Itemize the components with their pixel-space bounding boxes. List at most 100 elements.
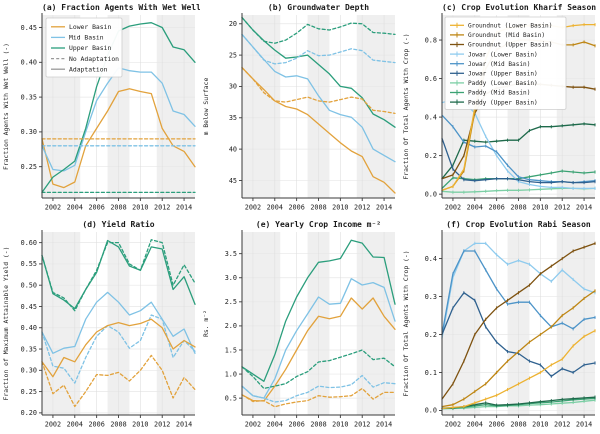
x-tick-label: 2010 bbox=[332, 204, 348, 212]
legend-box bbox=[444, 16, 567, 110]
x-tick-label: 2012 bbox=[354, 421, 370, 429]
legend-box bbox=[45, 17, 123, 78]
chart-title-a: (a) Fraction Agents With Wet Well bbox=[42, 3, 200, 12]
x-tick-label: 2014 bbox=[376, 421, 392, 429]
y-tick-label: 0.0 bbox=[425, 407, 437, 415]
series-line-lower-basin-no-adaptation- bbox=[41, 354, 196, 408]
x-tick-label: 2006 bbox=[488, 204, 504, 212]
series-line-mid-basin-adaptation- bbox=[41, 291, 196, 354]
chart-canvas-b: 2002 2004 2006 2008 2010 2012 2014 20 25 30 35 40 45… bbox=[202, 13, 396, 212]
x-tick-label: 2012 bbox=[554, 204, 570, 212]
x-tick-label: 2008 bbox=[110, 204, 126, 212]
y-tick-label: 2.0 bbox=[225, 322, 237, 330]
x-tick-label: 2006 bbox=[488, 421, 504, 429]
y-tick-label: 0.60 bbox=[21, 239, 37, 247]
y-tick-label: 0.0 bbox=[425, 190, 437, 198]
y-tick-label: 45 bbox=[229, 177, 237, 185]
x-tick-label: 2008 bbox=[510, 421, 526, 429]
y-tick-label: 0.40 bbox=[21, 59, 37, 67]
chart-title-e: (e) Yearly Crop Income m⁻² bbox=[255, 220, 382, 229]
x-tick-label: 2012 bbox=[154, 204, 170, 212]
chart-title-c: (c) Crop Evolution Kharif Season bbox=[442, 3, 597, 12]
chart-cell-e: (e) Yearly Crop Income m⁻² 2002 2004 2006 2… bbox=[200, 217, 400, 434]
series-line-lower-basin-adaptation- bbox=[41, 318, 196, 378]
y-tick-label: 3.0 bbox=[225, 274, 237, 282]
y-tick-label: 0.55 bbox=[21, 260, 37, 268]
y-tick-label: 0.4 bbox=[425, 255, 437, 263]
y-tick-label: 0.8 bbox=[425, 36, 437, 44]
chart-cell-f: (f) Crop Evolution Rabi Season 2002 2004 2… bbox=[400, 217, 600, 434]
shaded-period-band bbox=[356, 232, 395, 415]
series-line-mid-basin-adaptation- bbox=[241, 278, 396, 399]
series-line-lower-basin-no-adaptation- bbox=[241, 387, 396, 408]
series-line-upper-basin-adaptation- bbox=[241, 16, 396, 128]
y-axis-label: Rs. m⁻² bbox=[202, 310, 210, 337]
y-tick-label: 0.30 bbox=[21, 367, 37, 375]
chart-cell-a: (a) Fraction Agents With Wet Well 2002 20… bbox=[0, 0, 200, 217]
chart-cell-c: (c) Crop Evolution Kharif Season 2002 200… bbox=[400, 0, 600, 217]
legend-entry-label: No Adaptation bbox=[69, 55, 119, 63]
shaded-period-band bbox=[156, 15, 195, 198]
x-tick-label: 2014 bbox=[176, 204, 192, 212]
shaded-period-band bbox=[356, 15, 395, 198]
y-tick-label: 0.25 bbox=[21, 388, 37, 396]
chart-canvas-e: 2002 2004 2006 2008 2010 2012 2014 0.5 1.0 1.5 2.0… bbox=[202, 230, 396, 429]
y-tick-label: 25 bbox=[229, 51, 237, 59]
x-tick-label: 2010 bbox=[132, 421, 148, 429]
legend-entry-label: Groundnut (Mid Basin) bbox=[468, 32, 545, 39]
series-line-mid-basin-no-adaptation- bbox=[41, 314, 196, 384]
series-line-upper-basin-no-adaptation- bbox=[241, 16, 396, 44]
y-tick-label: 0.2 bbox=[425, 152, 437, 160]
y-tick-label: 0.45 bbox=[21, 303, 37, 311]
x-tick-label: 2004 bbox=[267, 421, 283, 429]
x-tick-label: 2014 bbox=[576, 204, 592, 212]
y-tick-label: 30 bbox=[229, 83, 237, 91]
y-tick-label: 0.3 bbox=[425, 293, 437, 301]
legend-entry-label: Groundnut (Upper Basin) bbox=[468, 42, 552, 49]
x-tick-label: 2004 bbox=[467, 204, 483, 212]
chart-canvas-c: 2002 2004 2006 2008 2010 2012 2014 0.0 0.2 0.4 0.6… bbox=[402, 13, 596, 212]
y-tick-label: 20 bbox=[229, 20, 237, 28]
shaded-period-band bbox=[242, 232, 281, 415]
x-tick-label: 2012 bbox=[354, 204, 370, 212]
x-tick-label: 2004 bbox=[467, 421, 483, 429]
shaded-period-band bbox=[242, 15, 281, 198]
y-axis-label: Fraction Of Total Agents With Crop (-) bbox=[402, 33, 410, 179]
y-tick-label: 0.2 bbox=[425, 331, 437, 339]
chart-cell-d: (d) Yield Ratio 2002 2004 2006 2008 2010 2012… bbox=[0, 217, 200, 434]
y-tick-label: 0.5 bbox=[225, 394, 237, 402]
x-tick-label: 2004 bbox=[267, 204, 283, 212]
x-tick-label: 2004 bbox=[67, 204, 83, 212]
shaded-period-band bbox=[442, 232, 481, 415]
chart-title-d: (d) Yield Ratio bbox=[82, 220, 155, 229]
y-tick-label: 0.35 bbox=[21, 93, 37, 101]
x-tick-label: 2002 bbox=[445, 421, 461, 429]
y-tick-label: 40 bbox=[229, 145, 237, 153]
y-axis-label: Fraction Agents With Wet Well (-) bbox=[2, 43, 10, 170]
series-line-mid-basin-adaptation- bbox=[241, 33, 396, 163]
y-tick-label: 0.30 bbox=[21, 128, 37, 136]
legend-entry-label: Paddy (Upper Basin) bbox=[468, 99, 538, 106]
x-tick-label: 2006 bbox=[288, 421, 304, 429]
legend-entry-label: Adaptation bbox=[69, 65, 108, 73]
legend-entry-label: Paddy (Mid Basin) bbox=[468, 90, 530, 97]
y-tick-label: 35 bbox=[229, 114, 237, 122]
y-axis-label: m Below Surface bbox=[202, 77, 210, 135]
y-tick-label: 2.5 bbox=[225, 298, 237, 306]
chart-canvas-a: 2002 2004 2006 2008 2010 2012 2014 0.25 0.30 0.35… bbox=[2, 13, 196, 212]
series-line-lower-basin-adaptation- bbox=[41, 88, 196, 189]
legend-entry-label: Upper Basin bbox=[69, 44, 111, 52]
x-tick-label: 2008 bbox=[310, 204, 326, 212]
series-line-upper-basin-no-adaptation- bbox=[241, 349, 396, 390]
x-tick-label: 2010 bbox=[532, 204, 548, 212]
legend-entry-label: Jowar (Upper Basin) bbox=[468, 71, 538, 78]
chart-cell-b: (b) Groundwater Depth 2002 2004 2006 2008 20… bbox=[200, 0, 400, 217]
y-tick-label: 0.4 bbox=[425, 113, 437, 121]
series-line-lower-basin-adaptation- bbox=[241, 66, 396, 194]
x-tick-label: 2008 bbox=[110, 421, 126, 429]
x-tick-label: 2010 bbox=[532, 421, 548, 429]
x-tick-label: 2002 bbox=[45, 421, 61, 429]
series-line-lower-basin-adaptation- bbox=[241, 297, 396, 402]
y-tick-label: 0.50 bbox=[21, 281, 37, 289]
